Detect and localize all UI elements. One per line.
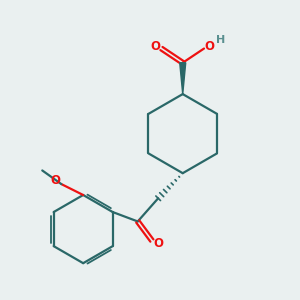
Text: O: O: [204, 40, 214, 53]
Polygon shape: [180, 63, 186, 94]
Text: O: O: [151, 40, 160, 53]
Text: O: O: [153, 237, 163, 250]
Text: O: O: [50, 174, 60, 187]
Text: H: H: [216, 35, 226, 45]
